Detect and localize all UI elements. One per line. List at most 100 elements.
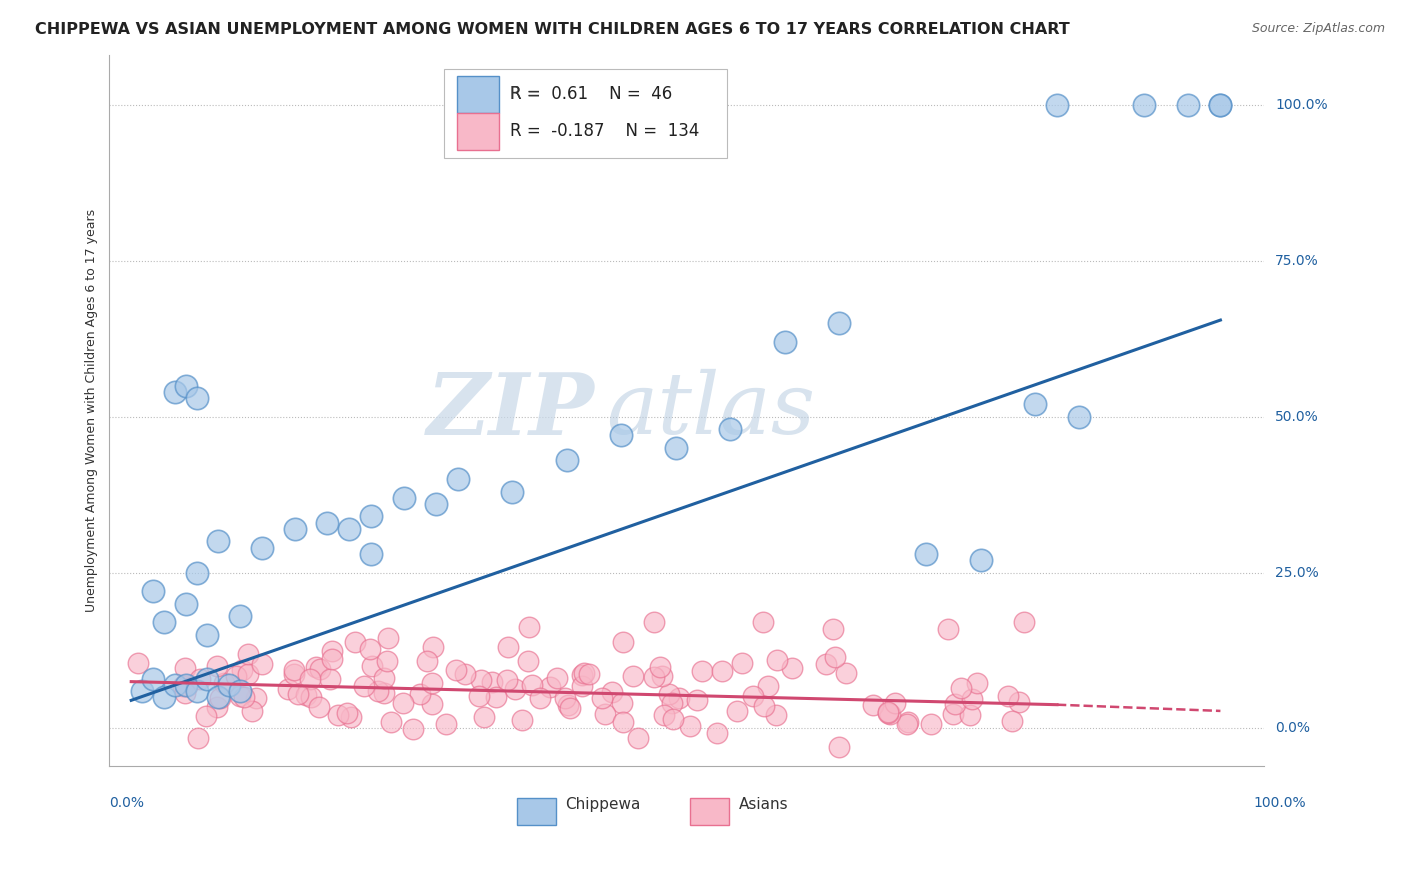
Point xyxy=(232,690,254,704)
Point xyxy=(188,673,211,687)
Point xyxy=(657,687,679,701)
Point xyxy=(446,663,468,677)
Point xyxy=(522,678,544,692)
Point xyxy=(960,691,983,706)
Point xyxy=(1024,397,1046,411)
Point xyxy=(560,700,582,714)
Text: 100.0%: 100.0% xyxy=(1275,98,1327,112)
Point xyxy=(896,717,918,731)
Point xyxy=(174,661,197,675)
Point xyxy=(468,689,491,703)
Point xyxy=(422,697,444,711)
Point xyxy=(298,672,321,686)
Point xyxy=(236,647,259,661)
Point xyxy=(392,696,415,710)
Point xyxy=(862,698,884,712)
Text: Chippewa: Chippewa xyxy=(565,797,641,813)
Point xyxy=(420,675,443,690)
Point xyxy=(353,679,375,693)
Point xyxy=(920,716,942,731)
Point xyxy=(665,441,688,455)
Point xyxy=(668,690,690,705)
Point xyxy=(1133,98,1156,112)
Point xyxy=(373,686,395,700)
Point xyxy=(212,676,235,690)
Point xyxy=(485,690,508,705)
Point xyxy=(283,664,305,678)
Point xyxy=(1007,695,1029,709)
Point xyxy=(321,652,343,666)
Point xyxy=(225,669,247,683)
Point xyxy=(877,706,900,720)
Point xyxy=(1001,714,1024,729)
Point xyxy=(651,669,673,683)
Point xyxy=(1067,409,1090,424)
Point xyxy=(1177,98,1199,112)
Point xyxy=(375,654,398,668)
Point xyxy=(612,715,634,730)
Point xyxy=(498,640,520,654)
Point xyxy=(287,687,309,701)
Point xyxy=(245,691,267,706)
Point xyxy=(877,705,900,719)
Point xyxy=(591,690,613,705)
Point xyxy=(295,688,318,702)
Point xyxy=(600,685,623,699)
Point xyxy=(742,690,765,704)
FancyBboxPatch shape xyxy=(457,76,499,112)
Point xyxy=(1209,98,1232,112)
Point xyxy=(824,649,846,664)
Point xyxy=(612,634,634,648)
Point xyxy=(765,708,787,723)
Point xyxy=(662,713,685,727)
Point xyxy=(392,491,415,505)
Point xyxy=(308,699,330,714)
Text: 75.0%: 75.0% xyxy=(1275,254,1319,268)
Point xyxy=(501,484,523,499)
Point xyxy=(686,693,709,707)
Point xyxy=(340,710,363,724)
Point xyxy=(176,680,198,694)
Point xyxy=(936,622,959,636)
FancyBboxPatch shape xyxy=(444,70,727,158)
Point xyxy=(752,615,775,630)
Point xyxy=(153,690,176,705)
Point xyxy=(538,680,561,694)
Point xyxy=(373,671,395,685)
Point xyxy=(344,635,367,649)
Point xyxy=(1014,615,1036,630)
Text: Source: ZipAtlas.com: Source: ZipAtlas.com xyxy=(1251,22,1385,36)
Point xyxy=(554,690,576,705)
Text: 0.0%: 0.0% xyxy=(110,797,145,810)
Point xyxy=(142,584,165,599)
Point xyxy=(578,666,600,681)
Point xyxy=(284,522,307,536)
Text: R =  0.61    N =  46: R = 0.61 N = 46 xyxy=(510,86,672,103)
Text: R =  -0.187    N =  134: R = -0.187 N = 134 xyxy=(510,122,699,140)
Point xyxy=(718,422,741,436)
Point xyxy=(897,715,920,730)
Point xyxy=(1209,98,1232,112)
Point xyxy=(218,678,240,692)
Point xyxy=(127,657,149,671)
Point xyxy=(503,681,526,696)
Point xyxy=(337,522,360,536)
Point xyxy=(883,696,905,710)
Point xyxy=(966,676,988,690)
Point xyxy=(773,334,796,349)
Point xyxy=(516,654,538,668)
Point xyxy=(283,666,305,681)
Text: 100.0%: 100.0% xyxy=(1253,797,1306,810)
Point xyxy=(142,672,165,686)
Point xyxy=(572,665,595,680)
Point xyxy=(447,472,470,486)
Point xyxy=(472,710,495,724)
Point xyxy=(495,673,517,687)
Point xyxy=(731,657,754,671)
Text: ZIP: ZIP xyxy=(426,368,595,452)
Point xyxy=(557,698,579,712)
Text: 0.0%: 0.0% xyxy=(1275,722,1310,735)
Point xyxy=(197,628,219,642)
Point xyxy=(610,696,633,710)
Point xyxy=(621,669,644,683)
